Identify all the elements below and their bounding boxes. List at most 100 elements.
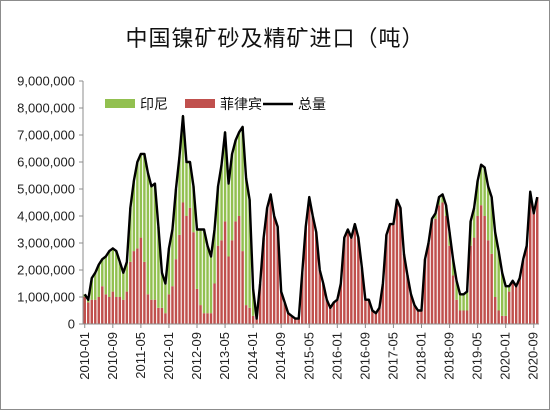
bar-philippines xyxy=(290,315,293,324)
bar-philippines xyxy=(227,256,230,324)
bar-philippines xyxy=(322,283,325,324)
bar-indonesia xyxy=(497,251,500,311)
bar-philippines xyxy=(251,315,255,324)
x-tick-label: 2016-01 xyxy=(329,332,344,380)
bar-indonesia xyxy=(490,197,493,254)
chart-title: 中国镍矿砂及精矿进口（吨） xyxy=(125,27,425,52)
x-tick-label: 2018-09 xyxy=(442,332,457,380)
total-line-layer xyxy=(83,114,539,320)
bar-philippines xyxy=(129,261,132,324)
bar-philippines xyxy=(160,307,164,324)
bar-philippines xyxy=(406,275,409,324)
bar-philippines xyxy=(248,307,251,324)
y-tick-label: 1,000,000 xyxy=(17,290,75,305)
y-tick-label: 2,000,000 xyxy=(17,263,75,278)
bar-indonesia xyxy=(97,264,101,297)
bar-indonesia xyxy=(181,116,185,203)
bar-philippines xyxy=(374,313,378,324)
bar-indonesia xyxy=(434,213,437,219)
legend-label-0: 印尼 xyxy=(140,97,168,113)
bar-indonesia xyxy=(209,256,213,314)
bar-indonesia xyxy=(237,132,241,216)
bar-indonesia xyxy=(153,183,157,300)
bar-philippines xyxy=(132,251,136,324)
bar-indonesia xyxy=(185,162,188,216)
bar-philippines xyxy=(185,216,188,324)
bar-philippines xyxy=(536,197,539,324)
bar-philippines xyxy=(202,313,206,324)
bar-indonesia xyxy=(199,229,202,306)
bar-indonesia xyxy=(230,153,234,241)
bar-philippines xyxy=(493,297,497,324)
bar-indonesia xyxy=(192,186,195,233)
bar-philippines xyxy=(279,291,283,324)
y-tick-label: 6,000,000 xyxy=(17,155,75,170)
bar-philippines xyxy=(286,313,290,324)
bar-indonesia xyxy=(493,232,497,297)
bar-philippines xyxy=(255,318,258,324)
bar-philippines xyxy=(157,307,160,324)
y-tick-label: 7,000,000 xyxy=(17,128,75,143)
bar-indonesia xyxy=(455,280,458,300)
bar-philippines xyxy=(529,191,532,324)
x-tick-label: 2011-05 xyxy=(133,332,148,379)
bar-philippines xyxy=(430,221,434,324)
bar-indonesia xyxy=(174,189,178,260)
bar-indonesia xyxy=(167,248,171,295)
bar-indonesia xyxy=(90,278,93,300)
bar-philippines xyxy=(465,310,469,324)
bar-indonesia xyxy=(160,272,164,308)
x-tick-labels: 2010-01 2010-09 2011-05 2012-01 2012-09 2013-… xyxy=(77,324,541,380)
x-tick-label: 2014-09 xyxy=(273,332,288,380)
bar-philippines xyxy=(346,229,350,324)
x-tick-label: 2015-05 xyxy=(301,332,316,380)
bar-philippines xyxy=(213,283,216,324)
bar-indonesia xyxy=(451,259,455,276)
bar-philippines xyxy=(101,286,104,324)
bar-philippines xyxy=(395,199,399,324)
bar-indonesia xyxy=(115,251,118,297)
bar-philippines xyxy=(385,234,388,324)
x-tick-label: 2014-01 xyxy=(245,332,260,380)
bar-philippines xyxy=(315,232,318,324)
bar-philippines xyxy=(146,294,150,324)
bar-philippines xyxy=(413,305,416,324)
bar-indonesia xyxy=(87,299,90,303)
y-tick-label: 8,000,000 xyxy=(17,101,75,116)
bar-philippines xyxy=(209,313,213,324)
x-tick-label: 2017-05 xyxy=(385,332,400,380)
bar-indonesia xyxy=(195,229,199,289)
bar-philippines xyxy=(511,280,514,324)
bar-philippines xyxy=(392,224,395,324)
y-tick-labels: 0 1,000,000 2,000,000 3,000,000 4,000,000 5,0… xyxy=(17,74,83,332)
bar-indonesia xyxy=(171,229,174,287)
bar-philippines xyxy=(115,297,118,324)
axes-layer xyxy=(82,81,539,325)
bar-indonesia xyxy=(206,245,209,314)
bar-indonesia xyxy=(129,207,132,262)
bar-philippines xyxy=(87,302,90,324)
bar-philippines xyxy=(441,202,444,324)
bar-philippines xyxy=(504,315,507,324)
bar-indonesia xyxy=(164,283,167,314)
x-tick-label: 2018-01 xyxy=(413,332,428,380)
bar-philippines xyxy=(399,207,402,324)
bar-philippines xyxy=(272,216,276,324)
bar-indonesia xyxy=(507,286,511,292)
bar-indonesia xyxy=(441,194,444,203)
bar-indonesia xyxy=(223,132,227,222)
bar-philippines xyxy=(469,245,472,324)
bar-philippines xyxy=(444,216,448,324)
bar-indonesia xyxy=(104,256,108,295)
bar-philippines xyxy=(276,226,279,324)
bar-philippines xyxy=(192,232,195,324)
bar-philippines xyxy=(507,291,511,324)
bar-philippines xyxy=(367,299,371,324)
bar-philippines xyxy=(518,278,521,324)
bar-philippines xyxy=(339,283,343,324)
bar-indonesia xyxy=(202,229,206,314)
bar-philippines xyxy=(167,294,171,324)
bar-philippines xyxy=(423,259,427,324)
bar-philippines xyxy=(216,245,220,324)
bar-philippines xyxy=(118,297,122,324)
